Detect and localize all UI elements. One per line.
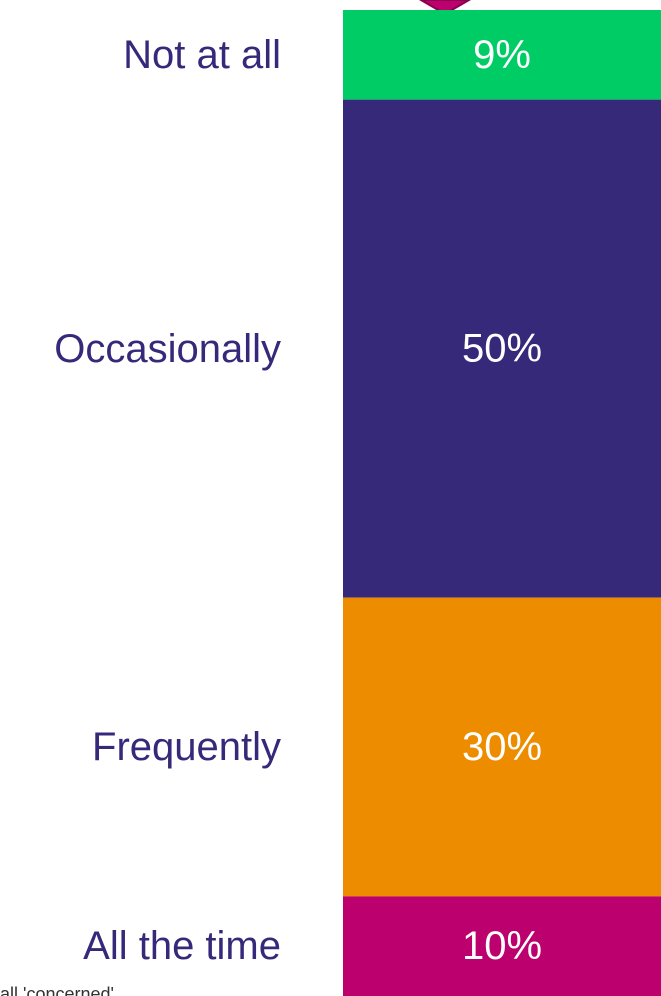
bar-segment-all-the-time <box>343 896 661 996</box>
bar-segment-not-at-all <box>343 10 661 100</box>
category-label: Not at all <box>123 32 281 77</box>
value-label: 10% <box>462 924 542 968</box>
stacked-bar: 9% 50% 30% 10% <box>343 0 661 996</box>
value-label: 30% <box>462 725 542 769</box>
value-label: 9% <box>473 33 531 77</box>
footnote: all 'concerned' <box>0 984 114 996</box>
stacked-bar-svg: 9% 50% 30% 10% <box>343 0 661 996</box>
category-label: Occasionally <box>54 326 281 371</box>
bar-segment-occasionally <box>343 99 661 598</box>
value-label: 50% <box>462 327 542 371</box>
bar-segment-frequently <box>343 597 661 897</box>
category-label: All the time <box>83 924 281 969</box>
pointer-marker-icon <box>419 0 471 16</box>
category-label: Frequently <box>92 725 281 769</box>
